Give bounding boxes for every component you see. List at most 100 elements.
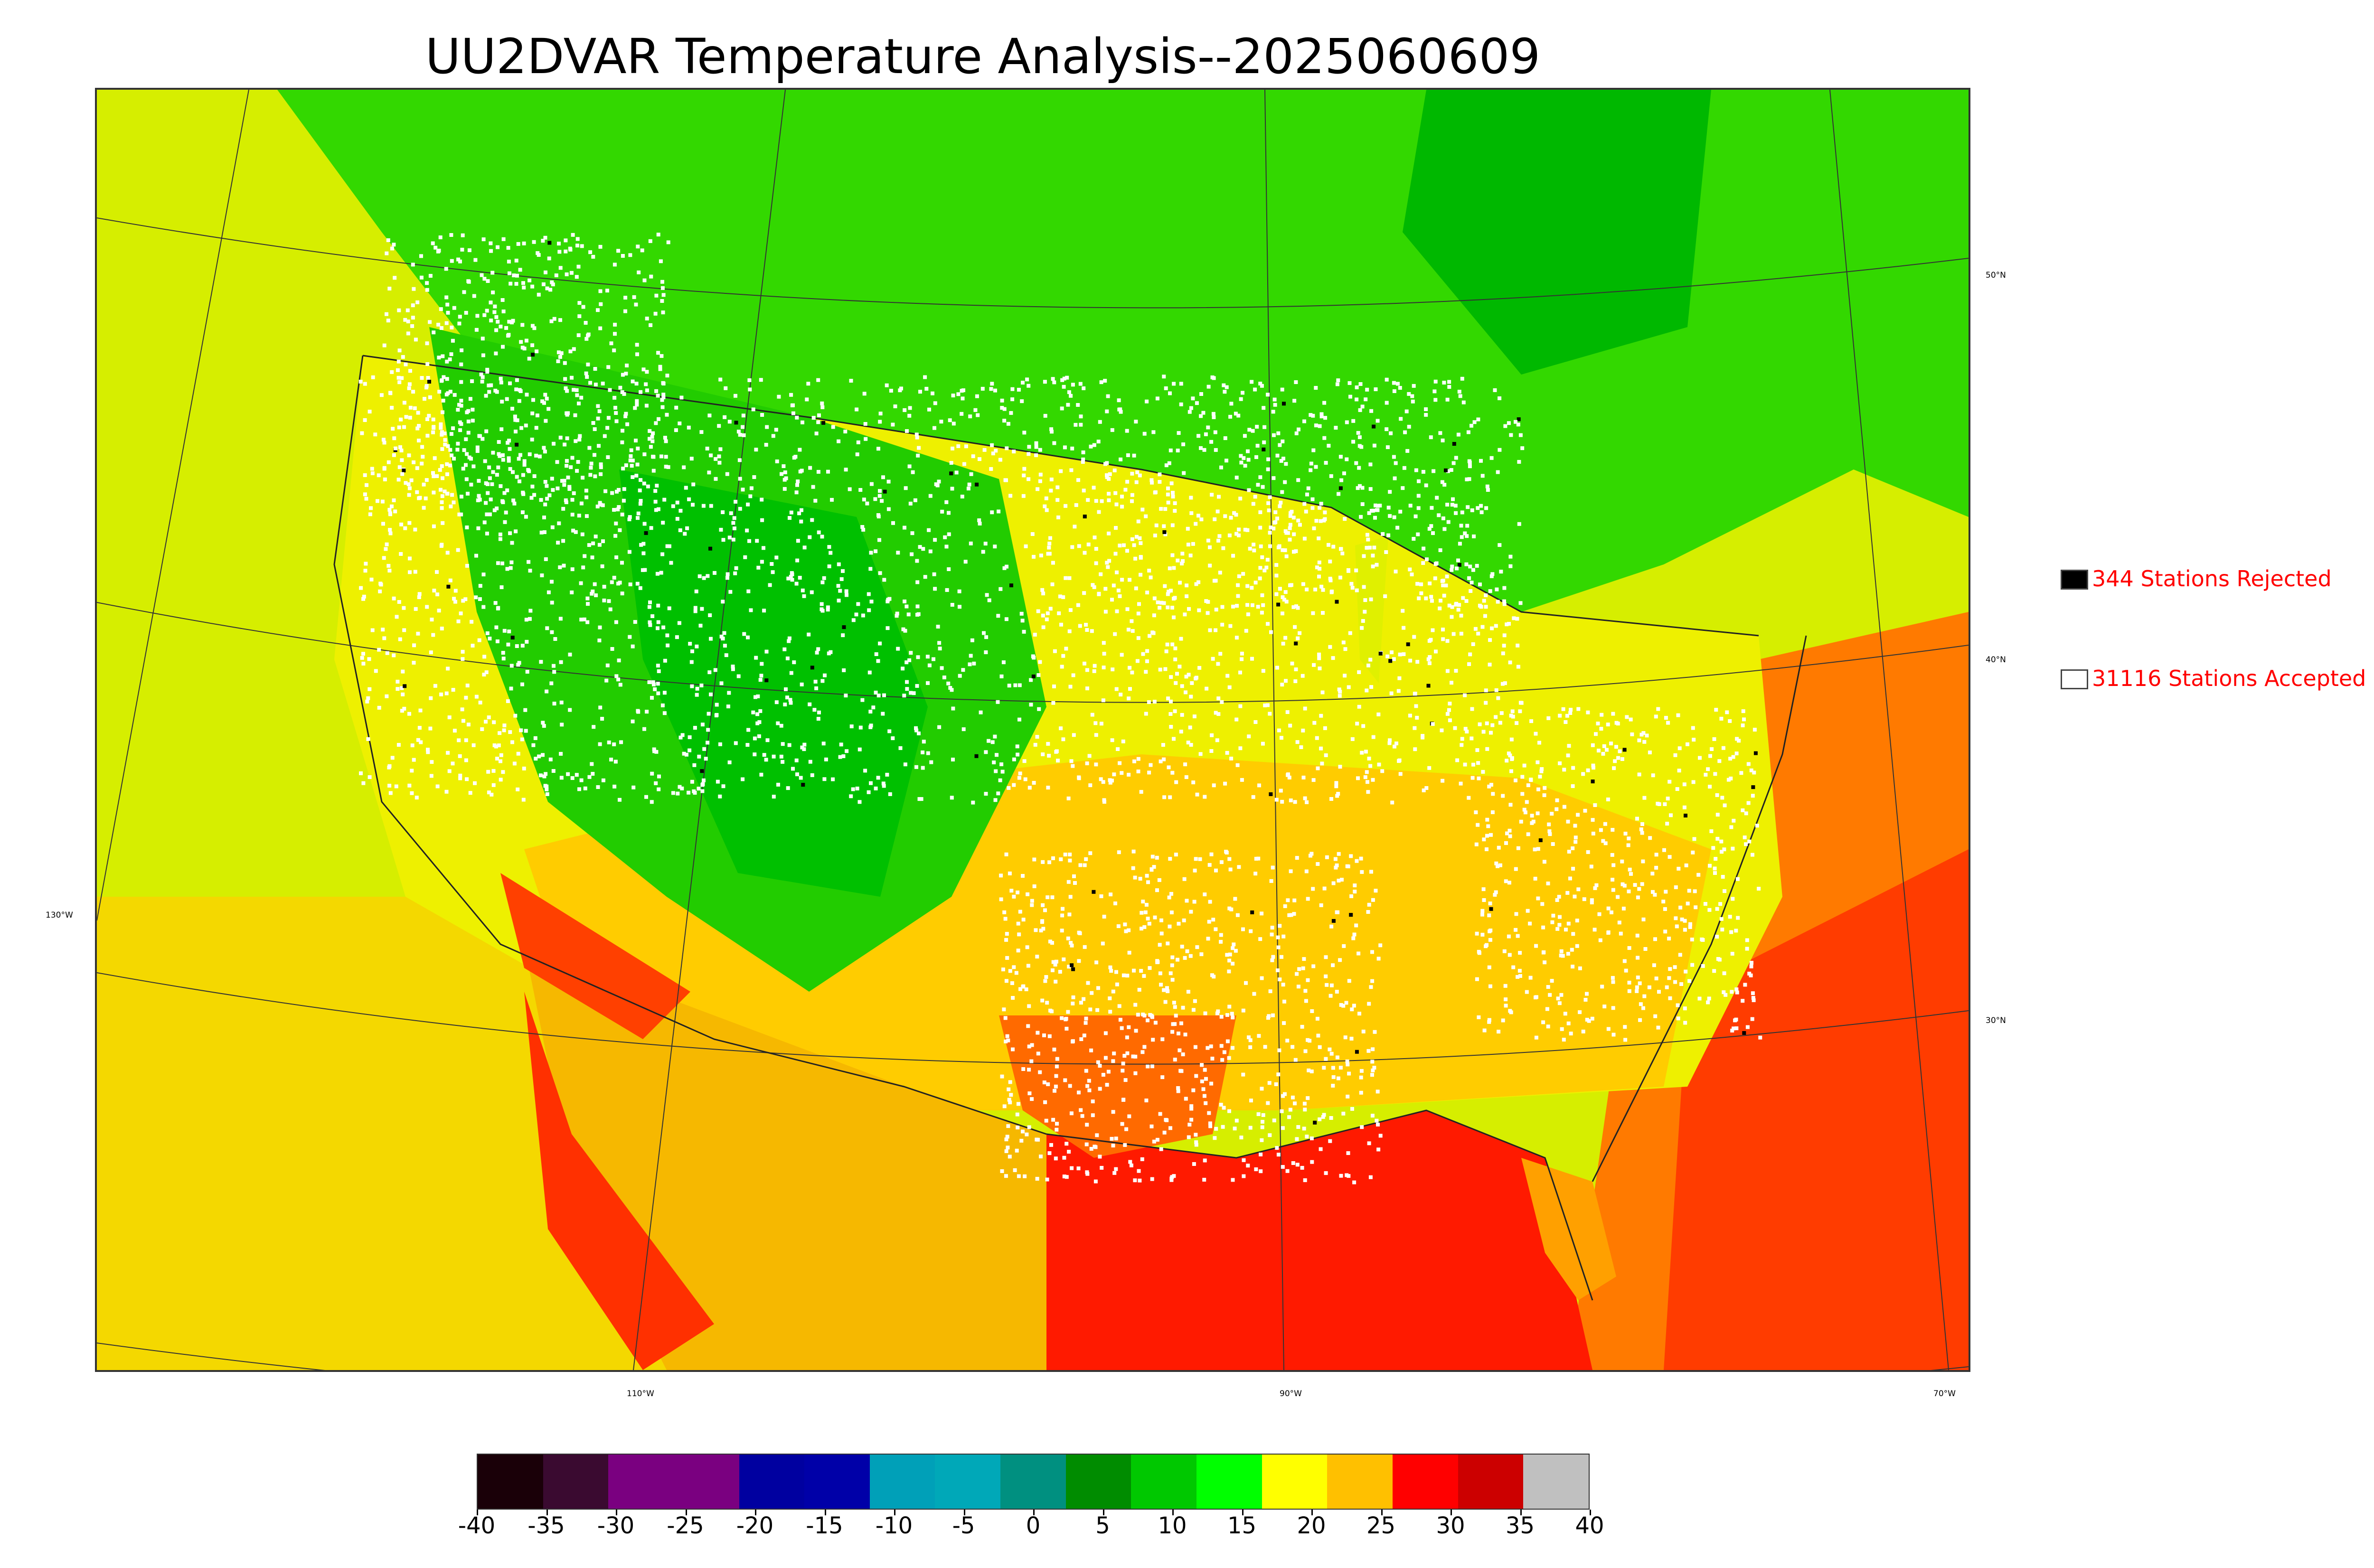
station-accepted-marker bbox=[1180, 562, 1184, 566]
station-accepted-marker bbox=[1755, 824, 1759, 828]
station-accepted-marker bbox=[1488, 938, 1492, 942]
station-accepted-marker bbox=[490, 792, 494, 797]
station-accepted-marker bbox=[779, 723, 783, 728]
station-accepted-marker bbox=[508, 730, 512, 734]
station-accepted-marker bbox=[914, 728, 919, 732]
station-accepted-marker bbox=[1408, 714, 1412, 718]
lat-label-40n: 40°N bbox=[1986, 655, 2006, 665]
station-accepted-marker bbox=[1200, 1079, 1204, 1083]
station-accepted-marker bbox=[1287, 1115, 1291, 1119]
station-accepted-marker bbox=[1317, 560, 1321, 564]
station-accepted-marker bbox=[1191, 542, 1195, 546]
station-accepted-marker bbox=[1207, 920, 1211, 924]
station-accepted-marker bbox=[1092, 585, 1096, 589]
station-accepted-marker bbox=[377, 648, 381, 652]
station-accepted-marker bbox=[1315, 736, 1319, 740]
station-rejected-marker bbox=[1591, 779, 1595, 784]
station-accepted-marker bbox=[1448, 702, 1452, 706]
station-accepted-marker bbox=[802, 747, 806, 751]
station-accepted-marker bbox=[1472, 534, 1476, 538]
colorbar bbox=[477, 1454, 1590, 1510]
station-accepted-marker bbox=[1260, 1087, 1264, 1091]
station-accepted-marker bbox=[1203, 1011, 1207, 1015]
station-accepted-marker bbox=[449, 504, 453, 508]
station-accepted-marker bbox=[1485, 747, 1489, 751]
station-accepted-marker bbox=[1463, 693, 1467, 697]
station-accepted-marker bbox=[1374, 889, 1378, 893]
station-accepted-marker bbox=[1464, 599, 1469, 603]
station-accepted-marker bbox=[596, 308, 600, 312]
station-accepted-marker bbox=[616, 507, 620, 512]
station-accepted-marker bbox=[1100, 499, 1104, 503]
station-accepted-marker bbox=[1272, 476, 1276, 480]
station-accepted-marker bbox=[1474, 842, 1479, 846]
station-accepted-marker bbox=[1596, 722, 1600, 726]
station-accepted-marker bbox=[1041, 903, 1045, 907]
station-accepted-marker bbox=[499, 376, 503, 381]
station-accepted-marker bbox=[1272, 1118, 1276, 1123]
station-accepted-marker bbox=[1272, 521, 1277, 525]
station-accepted-marker bbox=[1295, 1163, 1300, 1167]
station-accepted-marker bbox=[1343, 1035, 1347, 1040]
station-accepted-marker bbox=[530, 411, 535, 415]
station-accepted-marker bbox=[1502, 644, 1506, 648]
station-accepted-marker bbox=[612, 784, 617, 789]
station-accepted-marker bbox=[1482, 898, 1486, 902]
station-accepted-marker bbox=[1247, 1035, 1251, 1040]
station-accepted-marker bbox=[662, 498, 667, 502]
station-accepted-marker bbox=[1703, 902, 1707, 906]
station-accepted-marker bbox=[1060, 665, 1064, 669]
station-accepted-marker bbox=[537, 454, 542, 459]
station-accepted-marker bbox=[667, 544, 671, 548]
station-accepted-marker bbox=[489, 498, 493, 502]
station-accepted-marker bbox=[1182, 918, 1186, 922]
station-accepted-marker bbox=[1140, 507, 1145, 512]
station-accepted-marker bbox=[1045, 508, 1049, 512]
station-accepted-marker bbox=[1243, 527, 1247, 532]
station-accepted-marker bbox=[425, 417, 429, 421]
temperature-map[interactable] bbox=[95, 88, 1970, 1372]
station-accepted-marker bbox=[924, 386, 929, 391]
station-accepted-marker bbox=[1183, 612, 1187, 617]
station-accepted-marker bbox=[1450, 564, 1454, 569]
station-accepted-marker bbox=[1441, 583, 1445, 588]
station-accepted-marker bbox=[392, 653, 396, 657]
station-accepted-marker bbox=[1098, 420, 1102, 424]
station-accepted-marker bbox=[1502, 949, 1507, 953]
station-accepted-marker bbox=[1380, 769, 1385, 773]
station-accepted-marker bbox=[388, 528, 392, 532]
station-accepted-marker bbox=[1578, 966, 1582, 970]
station-accepted-marker bbox=[647, 680, 651, 684]
station-accepted-marker bbox=[1648, 751, 1652, 754]
station-accepted-marker bbox=[1642, 994, 1647, 998]
station-accepted-marker bbox=[441, 521, 445, 525]
station-accepted-marker bbox=[1569, 708, 1573, 712]
station-accepted-marker bbox=[1065, 1142, 1069, 1146]
station-accepted-marker bbox=[461, 233, 465, 237]
station-accepted-marker bbox=[439, 544, 443, 548]
station-accepted-marker bbox=[1221, 546, 1225, 550]
station-accepted-marker bbox=[871, 705, 876, 710]
station-accepted-marker bbox=[1033, 632, 1037, 637]
station-accepted-marker bbox=[1076, 603, 1080, 607]
station-accepted-marker bbox=[1669, 813, 1673, 817]
station-accepted-marker bbox=[787, 743, 791, 747]
station-accepted-marker bbox=[990, 510, 994, 515]
station-accepted-marker bbox=[1514, 420, 1517, 424]
station-accepted-marker bbox=[1479, 510, 1484, 515]
station-accepted-marker bbox=[687, 425, 691, 430]
station-accepted-marker bbox=[1064, 647, 1068, 651]
station-accepted-marker bbox=[477, 638, 481, 642]
station-accepted-marker bbox=[913, 498, 917, 502]
station-accepted-marker bbox=[1279, 736, 1283, 740]
station-accepted-marker bbox=[1096, 1060, 1100, 1064]
station-accepted-marker bbox=[616, 249, 621, 253]
station-accepted-marker bbox=[1343, 517, 1347, 521]
station-accepted-marker bbox=[1133, 1071, 1138, 1075]
station-accepted-marker bbox=[516, 242, 520, 246]
station-accepted-marker bbox=[923, 375, 927, 379]
station-accepted-marker bbox=[1111, 667, 1115, 672]
station-accepted-marker bbox=[1550, 979, 1554, 983]
station-accepted-marker bbox=[1091, 1113, 1095, 1117]
station-accepted-marker bbox=[1363, 610, 1367, 614]
